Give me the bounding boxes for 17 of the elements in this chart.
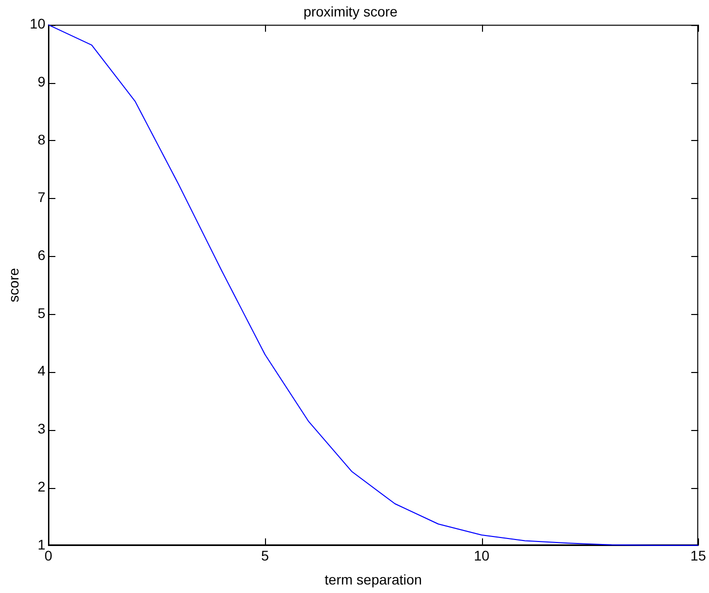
x-tick-label: 15 xyxy=(690,548,706,564)
y-tick-label: 10 xyxy=(30,16,46,32)
x-tick-label: 0 xyxy=(44,548,52,564)
x-tick-label: 10 xyxy=(474,548,490,564)
y-tick-label: 1 xyxy=(38,536,46,552)
y-tick-label: 3 xyxy=(38,420,46,437)
y-axis-title: score xyxy=(5,268,22,302)
chart-title: proximity score xyxy=(303,3,398,20)
y-tick-label: 5 xyxy=(38,304,46,321)
y-tick-label: 2 xyxy=(38,478,46,494)
y-tick-label: 4 xyxy=(38,362,46,379)
y-tick-label: 6 xyxy=(38,247,46,264)
y-tick-label: 8 xyxy=(38,131,46,148)
y-tick-label: 7 xyxy=(38,189,46,206)
x-axis-title: term separation xyxy=(324,571,422,588)
y-tick-label: 9 xyxy=(38,74,46,90)
x-tick-label: 5 xyxy=(261,548,270,564)
